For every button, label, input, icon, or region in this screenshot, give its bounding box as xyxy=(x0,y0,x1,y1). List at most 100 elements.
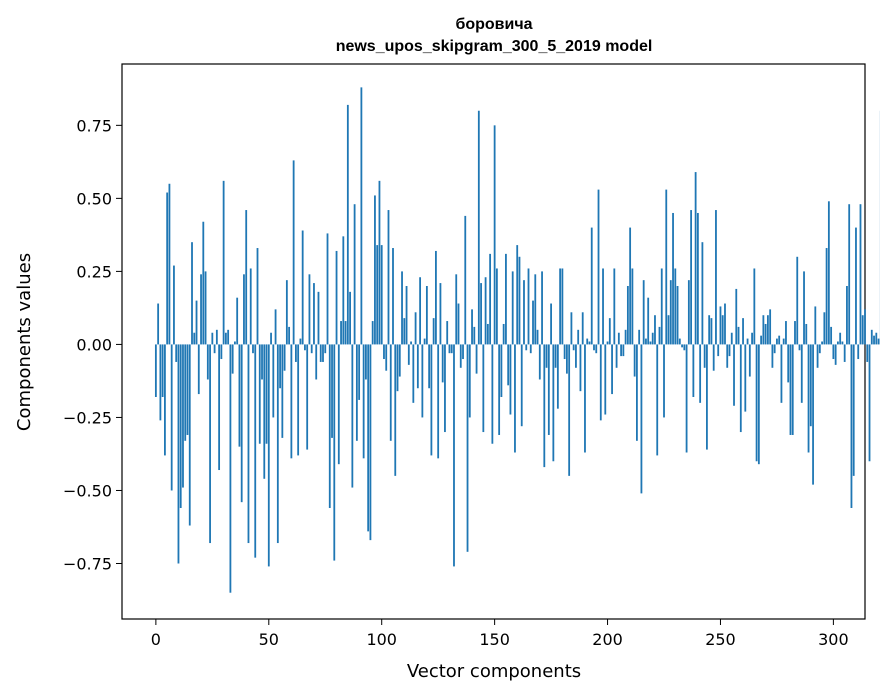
bar-90 xyxy=(358,344,361,400)
bar-6 xyxy=(168,183,171,345)
bar-53 xyxy=(274,309,277,345)
bar-4 xyxy=(164,344,166,456)
bar-82 xyxy=(340,321,342,345)
bar-97 xyxy=(374,195,376,345)
bar-193 xyxy=(590,227,593,345)
bar-231 xyxy=(676,286,679,345)
bar-117 xyxy=(419,277,422,345)
bar-270 xyxy=(764,323,767,345)
bar-272 xyxy=(769,309,772,345)
bar-169 xyxy=(536,329,539,345)
bar-17 xyxy=(193,332,196,345)
bar-180 xyxy=(561,268,564,345)
bar-45 xyxy=(256,248,259,345)
bar-39 xyxy=(243,274,245,345)
bar-61 xyxy=(292,160,295,345)
bar-27 xyxy=(215,329,218,345)
bar-234 xyxy=(683,344,686,351)
bar-95 xyxy=(369,344,372,541)
bar-16 xyxy=(191,242,193,345)
bar-18 xyxy=(195,300,198,345)
bar-306 xyxy=(846,286,848,345)
bar-223 xyxy=(658,326,661,345)
y-tick-label-4: 0.25 xyxy=(76,262,112,281)
bar-23 xyxy=(206,344,209,380)
bar-273 xyxy=(771,344,774,368)
bar-277 xyxy=(780,344,783,403)
bar-214 xyxy=(638,329,641,345)
bar-137 xyxy=(464,215,467,345)
bar-154 xyxy=(502,323,505,345)
bar-2 xyxy=(159,344,162,421)
bar-47 xyxy=(261,344,263,380)
bar-249 xyxy=(717,344,720,357)
bar-275 xyxy=(776,338,778,345)
bar-51 xyxy=(270,332,272,345)
bar-41 xyxy=(247,344,250,544)
y-tick-label-5: 0.50 xyxy=(76,189,112,208)
bars-group xyxy=(154,87,880,593)
bar-85 xyxy=(346,104,349,345)
bar-126 xyxy=(439,283,442,345)
bar-139 xyxy=(468,344,471,418)
bar-308 xyxy=(850,344,853,508)
bar-78 xyxy=(331,344,333,438)
bar-217 xyxy=(645,338,647,345)
bar-71 xyxy=(315,344,318,380)
bar-191 xyxy=(586,338,589,345)
x-tick-label-100: 100 xyxy=(366,630,397,649)
bar-54 xyxy=(276,344,279,544)
bar-153 xyxy=(500,344,503,397)
bar-91 xyxy=(360,87,363,345)
bar-20 xyxy=(200,274,202,345)
bar-230 xyxy=(674,268,677,345)
bar-192 xyxy=(588,341,591,345)
bar-297 xyxy=(825,248,828,345)
chart-title-line1: боровича xyxy=(455,16,532,33)
bar-293 xyxy=(816,344,819,368)
bar-166 xyxy=(529,344,532,354)
bar-63 xyxy=(297,344,300,456)
chart-title-line2: news_upos_skipgram_300_5_2019 model xyxy=(336,38,653,55)
bar-261 xyxy=(744,344,747,412)
bar-188 xyxy=(579,344,582,392)
bar-113 xyxy=(410,341,412,345)
bar-89 xyxy=(355,344,358,441)
bar-208 xyxy=(624,329,627,345)
bar-11 xyxy=(179,344,182,508)
bar-56 xyxy=(281,344,284,438)
bar-52 xyxy=(272,344,275,418)
bar-86 xyxy=(349,291,351,345)
bar-116 xyxy=(416,344,419,389)
bar-265 xyxy=(753,268,756,345)
bar-93 xyxy=(364,344,367,380)
bar-247 xyxy=(712,344,715,371)
bar-175 xyxy=(550,303,552,345)
bar-32 xyxy=(227,329,230,345)
bar-14 xyxy=(186,344,189,435)
y-tick-label-1: −0.50 xyxy=(63,481,112,500)
bar-201 xyxy=(608,318,611,345)
bar-194 xyxy=(593,344,595,351)
bar-151 xyxy=(495,268,498,345)
bar-162 xyxy=(520,344,523,427)
y-tick-label-3: 0.00 xyxy=(76,335,112,354)
bar-213 xyxy=(636,344,638,441)
bar-55 xyxy=(279,344,281,389)
bar-21 xyxy=(202,221,205,345)
bar-210 xyxy=(629,227,632,345)
bar-149 xyxy=(491,344,494,444)
y-tick-label-2: −0.25 xyxy=(63,408,112,427)
x-tick-label-200: 200 xyxy=(592,630,623,649)
y-tick-label-6: 0.75 xyxy=(76,116,112,135)
bar-121 xyxy=(428,344,431,389)
bar-46 xyxy=(258,344,261,444)
bar-92 xyxy=(362,344,365,459)
bar-317 xyxy=(870,329,873,345)
bar-124 xyxy=(435,250,437,345)
bar-259 xyxy=(739,344,742,433)
bar-167 xyxy=(532,300,534,345)
bar-298 xyxy=(827,201,830,345)
bar-142 xyxy=(475,344,478,374)
bar-239 xyxy=(694,172,697,345)
